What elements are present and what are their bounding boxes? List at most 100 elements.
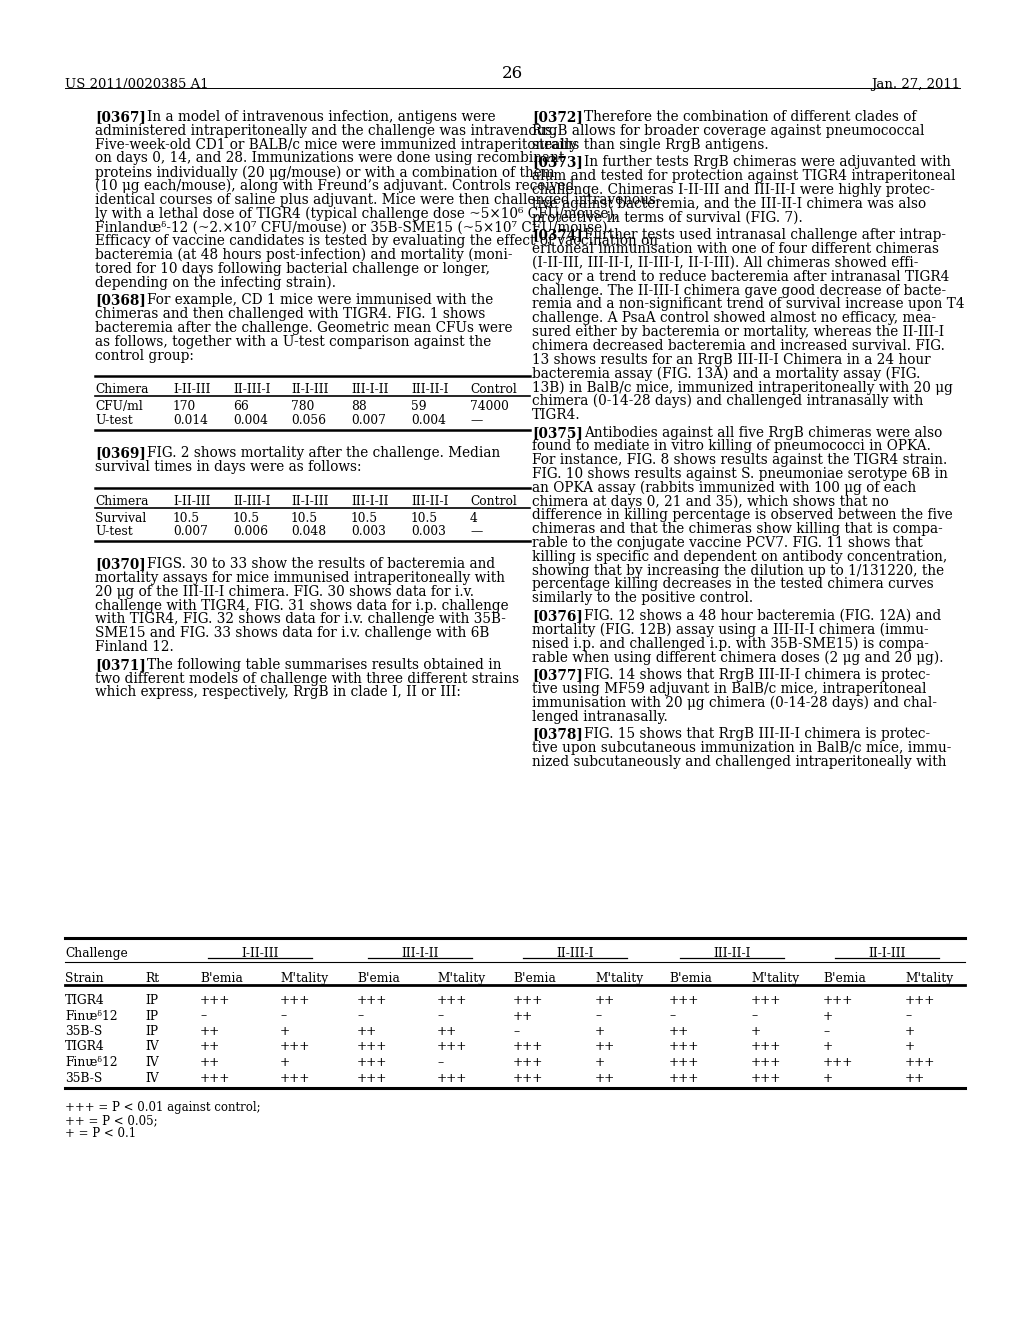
Text: ++ = P < 0.05;: ++ = P < 0.05; bbox=[65, 1114, 158, 1127]
Text: + = P < 0.1: + = P < 0.1 bbox=[65, 1127, 136, 1140]
Text: B'emia: B'emia bbox=[357, 972, 400, 985]
Text: ++: ++ bbox=[437, 1026, 458, 1038]
Text: IP: IP bbox=[145, 994, 158, 1007]
Text: +++: +++ bbox=[513, 1056, 544, 1069]
Text: 0.007: 0.007 bbox=[173, 525, 208, 539]
Text: challenge with TIGR4, FIG. 31 shows data for i.p. challenge: challenge with TIGR4, FIG. 31 shows data… bbox=[95, 598, 509, 612]
Text: ++: ++ bbox=[200, 1040, 220, 1053]
Text: +++: +++ bbox=[669, 1056, 699, 1069]
Text: 0.014: 0.014 bbox=[173, 414, 208, 428]
Text: 0.004: 0.004 bbox=[233, 414, 268, 428]
Text: 780: 780 bbox=[291, 400, 314, 413]
Text: tored for 10 days following bacterial challenge or longer,: tored for 10 days following bacterial ch… bbox=[95, 261, 490, 276]
Text: The following table summarises results obtained in: The following table summarises results o… bbox=[147, 657, 502, 672]
Text: B'emia: B'emia bbox=[669, 972, 712, 985]
Text: 35B-S: 35B-S bbox=[65, 1072, 102, 1085]
Text: 35B-S: 35B-S bbox=[65, 1026, 102, 1038]
Text: ++: ++ bbox=[513, 1010, 534, 1023]
Text: bacteremia (at 48 hours post-infection) and mortality (moni-: bacteremia (at 48 hours post-infection) … bbox=[95, 248, 512, 263]
Text: chimera at days 0, 21 and 35), which shows that no: chimera at days 0, 21 and 35), which sho… bbox=[532, 495, 889, 510]
Text: on days 0, 14, and 28. Immunizations were done using recombinant: on days 0, 14, and 28. Immunizations wer… bbox=[95, 152, 564, 165]
Text: +++: +++ bbox=[357, 994, 387, 1007]
Text: M'tality: M'tality bbox=[595, 972, 643, 985]
Text: IP: IP bbox=[145, 1026, 158, 1038]
Text: RrgB allows for broader coverage against pneumococcal: RrgB allows for broader coverage against… bbox=[532, 124, 925, 137]
Text: mortality assays for mice immunised intraperitoneally with: mortality assays for mice immunised intr… bbox=[95, 572, 505, 585]
Text: Survival: Survival bbox=[95, 512, 146, 524]
Text: as follows, together with a U-test comparison against the: as follows, together with a U-test compa… bbox=[95, 335, 492, 348]
Text: identical courses of saline plus adjuvant. Mice were then challenged intravenous: identical courses of saline plus adjuvan… bbox=[95, 193, 660, 207]
Text: (I-II-III, III-II-I, II-III-I, II-I-III). All chimeras showed effi-: (I-II-III, III-II-I, II-III-I, II-I-III)… bbox=[532, 256, 919, 271]
Text: IP: IP bbox=[145, 1010, 158, 1023]
Text: proteins individually (20 μg/mouse) or with a combination of them: proteins individually (20 μg/mouse) or w… bbox=[95, 165, 555, 180]
Text: 13 shows results for an RrgB III-II-I Chimera in a 24 hour: 13 shows results for an RrgB III-II-I Ch… bbox=[532, 352, 931, 367]
Text: [0367]: [0367] bbox=[95, 110, 145, 124]
Text: +: + bbox=[280, 1056, 290, 1069]
Text: Chimera: Chimera bbox=[95, 383, 148, 396]
Text: In a model of intravenous infection, antigens were: In a model of intravenous infection, ant… bbox=[147, 110, 496, 124]
Text: III-I-II: III-I-II bbox=[351, 383, 388, 396]
Text: +++: +++ bbox=[669, 1040, 699, 1053]
Text: 20 μg of the III-II-I chimera. FIG. 30 shows data for i.v.: 20 μg of the III-II-I chimera. FIG. 30 s… bbox=[95, 585, 474, 599]
Text: FIG. 2 shows mortality after the challenge. Median: FIG. 2 shows mortality after the challen… bbox=[147, 446, 501, 459]
Text: M'tality: M'tality bbox=[751, 972, 799, 985]
Text: nised i.p. and challenged i.p. with 35B-SME15) is compa-: nised i.p. and challenged i.p. with 35B-… bbox=[532, 636, 929, 651]
Text: U-test: U-test bbox=[95, 414, 133, 428]
Text: Five-week-old CD1 or BALB/c mice were immunized intraperitoneally: Five-week-old CD1 or BALB/c mice were im… bbox=[95, 137, 578, 152]
Text: tive against bacteremia, and the III-II-I chimera was also: tive against bacteremia, and the III-II-… bbox=[532, 197, 926, 211]
Text: +: + bbox=[595, 1026, 605, 1038]
Text: [0371]: [0371] bbox=[95, 657, 145, 672]
Text: Antibodies against all five RrgB chimeras were also: Antibodies against all five RrgB chimera… bbox=[584, 425, 942, 440]
Text: +++: +++ bbox=[905, 1056, 935, 1069]
Text: +++: +++ bbox=[280, 1040, 310, 1053]
Text: Challenge: Challenge bbox=[65, 946, 128, 960]
Text: II-I-III: II-I-III bbox=[868, 946, 906, 960]
Text: B'emia: B'emia bbox=[513, 972, 556, 985]
Text: +++: +++ bbox=[823, 1056, 853, 1069]
Text: II-III-I: II-III-I bbox=[233, 495, 270, 508]
Text: bacteremia after the challenge. Geometric mean CFUs were: bacteremia after the challenge. Geometri… bbox=[95, 321, 512, 335]
Text: tive upon subcutaneous immunization in BalB/c mice, immu-: tive upon subcutaneous immunization in B… bbox=[532, 742, 951, 755]
Text: III-I-II: III-I-II bbox=[351, 495, 388, 508]
Text: 88: 88 bbox=[351, 400, 367, 413]
Text: lenged intranasally.: lenged intranasally. bbox=[532, 710, 668, 723]
Text: eritoneal immunisation with one of four different chimeras: eritoneal immunisation with one of four … bbox=[532, 242, 939, 256]
Text: +: + bbox=[823, 1072, 834, 1085]
Text: Finlandᵫᵟ-12 (~2.×10⁷ CFU/mouse) or 35B-SME15 (~5×10⁷ CFU/mouse).: Finlandᵫᵟ-12 (~2.×10⁷ CFU/mouse) or 35B-… bbox=[95, 220, 611, 235]
Text: SME15 and FIG. 33 shows data for i.v. challenge with 6B: SME15 and FIG. 33 shows data for i.v. ch… bbox=[95, 626, 489, 640]
Text: tive using MF59 adjuvant in BalB/c mice, intraperitoneal: tive using MF59 adjuvant in BalB/c mice,… bbox=[532, 682, 927, 696]
Text: –: – bbox=[437, 1010, 443, 1023]
Text: ++: ++ bbox=[200, 1026, 220, 1038]
Text: U-test: U-test bbox=[95, 525, 133, 539]
Text: found to mediate in vitro killing of pneumococci in OPKA.: found to mediate in vitro killing of pne… bbox=[532, 440, 931, 453]
Text: +++: +++ bbox=[357, 1072, 387, 1085]
Text: which express, respectively, RrgB in clade I, II or III:: which express, respectively, RrgB in cla… bbox=[95, 685, 461, 700]
Text: [0378]: [0378] bbox=[532, 727, 583, 742]
Text: FIG. 10 shows results against S. pneumoniae serotype 6B in: FIG. 10 shows results against S. pneumon… bbox=[532, 467, 948, 480]
Text: M'tality: M'tality bbox=[280, 972, 328, 985]
Text: two different models of challenge with three different strains: two different models of challenge with t… bbox=[95, 672, 519, 685]
Text: +++: +++ bbox=[280, 994, 310, 1007]
Text: TIGR4: TIGR4 bbox=[65, 1040, 104, 1053]
Text: +++: +++ bbox=[669, 1072, 699, 1085]
Text: IV: IV bbox=[145, 1040, 159, 1053]
Text: Strain: Strain bbox=[65, 972, 103, 985]
Text: [0369]: [0369] bbox=[95, 446, 145, 459]
Text: ++: ++ bbox=[595, 994, 615, 1007]
Text: For example, CD 1 mice were immunised with the: For example, CD 1 mice were immunised wi… bbox=[147, 293, 494, 308]
Text: I-II-III: I-II-III bbox=[173, 383, 211, 396]
Text: II-III-I: II-III-I bbox=[556, 946, 594, 960]
Text: similarly to the positive control.: similarly to the positive control. bbox=[532, 591, 753, 605]
Text: TIGR4.: TIGR4. bbox=[532, 408, 581, 422]
Text: alum and tested for protection against TIGR4 intraperitoneal: alum and tested for protection against T… bbox=[532, 169, 955, 183]
Text: +++: +++ bbox=[751, 1072, 781, 1085]
Text: FIG. 14 shows that RrgB III-II-I chimera is protec-: FIG. 14 shows that RrgB III-II-I chimera… bbox=[584, 668, 930, 682]
Text: (10 μg each/mouse), along with Freund’s adjuvant. Controls received: (10 μg each/mouse), along with Freund’s … bbox=[95, 180, 574, 194]
Text: +++: +++ bbox=[280, 1072, 310, 1085]
Text: +++: +++ bbox=[905, 994, 935, 1007]
Text: III-II-I: III-II-I bbox=[411, 495, 449, 508]
Text: ++: ++ bbox=[669, 1026, 689, 1038]
Text: 59: 59 bbox=[411, 400, 427, 413]
Text: ++: ++ bbox=[200, 1056, 220, 1069]
Text: mortality (FIG. 12B) assay using a III-II-I chimera (immu-: mortality (FIG. 12B) assay using a III-I… bbox=[532, 623, 929, 638]
